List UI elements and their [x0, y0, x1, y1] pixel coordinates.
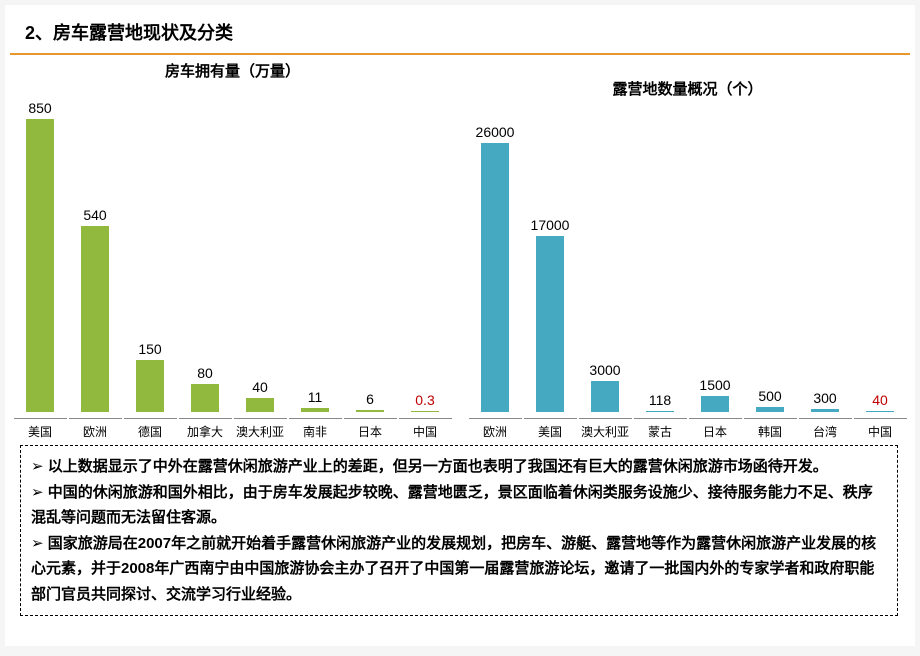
bar-column: 850 美国 — [14, 100, 67, 440]
bar-value-label: 540 — [83, 207, 106, 223]
bar-column: 150 德国 — [124, 341, 177, 440]
bar-value-label: 40 — [872, 392, 888, 408]
bar-rect — [536, 236, 564, 412]
bar-value-label: 1500 — [699, 377, 730, 393]
bar-rect — [411, 411, 439, 412]
bar-category-label: 加拿大 — [179, 418, 232, 440]
bar-rect — [301, 408, 329, 412]
bar-rect — [646, 411, 674, 412]
chart-left-title: 房车拥有量（万量） — [5, 60, 460, 81]
chart-left-area: 850 美国 540 欧洲 150 德国 80 加拿大 40 澳大利亚 11 南非 6 日本 0.3 中国 — [5, 100, 460, 440]
bullet-line: 中国的休闲旅游和国外相比，由于房车发展起步较晚、露营地匮乏，景区面临着休闲类服务… — [31, 480, 887, 531]
bar-value-label: 300 — [813, 390, 836, 406]
bar-column: 1500 日本 — [689, 377, 742, 440]
bar-rect — [481, 143, 509, 412]
bar-column: 0.3 中国 — [399, 392, 452, 440]
bar-value-label: 11 — [308, 389, 323, 405]
bar-column: 6 日本 — [344, 391, 397, 440]
bar-value-label: 118 — [649, 392, 671, 408]
bar-value-label: 500 — [758, 388, 781, 404]
bar-category-label: 德国 — [124, 418, 177, 440]
bar-rect — [246, 398, 274, 412]
bar-category-label: 中国 — [854, 418, 907, 440]
bar-category-label: 韩国 — [744, 418, 797, 440]
bar-column: 40 澳大利亚 — [234, 379, 287, 440]
slide: 2、房车露营地现状及分类 房车拥有量（万量） 850美国540欧洲150德国80… — [5, 5, 915, 646]
bar-category-label: 欧洲 — [69, 418, 122, 440]
bar-value-label: 3000 — [589, 362, 620, 378]
bar-rect — [191, 384, 219, 412]
bar-column: 17000 美国 — [524, 217, 577, 440]
bar-category-label: 日本 — [344, 418, 397, 440]
summary-text-box: 以上数据显示了中外在露营休闲旅游产业上的差距，但另一方面也表明了我国还有巨大的露… — [20, 445, 898, 616]
bar-category-label: 中国 — [399, 418, 452, 440]
bar-column: 80 加拿大 — [179, 365, 232, 440]
bar-category-label: 蒙古 — [634, 418, 687, 440]
bar-category-label: 台湾 — [799, 418, 852, 440]
bar-rect — [811, 409, 839, 412]
bar-value-label: 80 — [197, 365, 213, 381]
bar-column: 26000 欧洲 — [469, 124, 522, 440]
bar-column: 3000 澳大利亚 — [579, 362, 632, 440]
bar-column: 118 蒙古 — [634, 392, 687, 440]
bar-category-label: 美国 — [14, 418, 67, 440]
charts-row: 房车拥有量（万量） 850 美国 540 欧洲 150 德国 80 加拿大 40 澳大利亚 11 南非… — [5, 60, 915, 440]
bar-column: 540 欧洲 — [69, 207, 122, 440]
bar-value-label: 850 — [28, 100, 51, 116]
bar-column: 11 南非 — [289, 389, 342, 440]
bullet-line: 以上数据显示了中外在露营休闲旅游产业上的差距，但另一方面也表明了我国还有巨大的露… — [31, 454, 887, 480]
chart-right-area: 26000欧洲17000美国3000澳大利亚118蒙古1500日本500韩国30… — [460, 100, 915, 440]
bar-value-label: 40 — [252, 379, 268, 395]
bar-category-label: 日本 — [689, 418, 742, 440]
chart-right-title: 露营地数量概况（个） — [460, 78, 915, 99]
bar-rect — [81, 226, 109, 412]
bar-column: 500 韩国 — [744, 388, 797, 440]
page-title: 2、房车露营地现状及分类 — [25, 19, 233, 45]
bar-value-label: 150 — [138, 341, 161, 357]
bar-rect — [591, 381, 619, 412]
bar-rect — [701, 396, 729, 412]
bar-value-label: 6 — [366, 391, 374, 407]
bar-value-label: 0.3 — [415, 392, 434, 408]
bar-rect — [356, 410, 384, 412]
bar-category-label: 美国 — [524, 418, 577, 440]
bar-category-label: 南非 — [289, 418, 342, 440]
bar-value-label: 26000 — [476, 124, 515, 140]
bar-rect — [26, 119, 54, 412]
bar-category-label: 欧洲 — [469, 418, 522, 440]
bar-category-label: 澳大利亚 — [579, 418, 632, 440]
bar-rect — [756, 407, 784, 412]
chart-campsite-count: 露营地数量概况（个） 26000欧洲17000美国3000澳大利亚118蒙古15… — [460, 60, 915, 440]
bar-category-label: 澳大利亚 — [234, 418, 287, 440]
bar-rect — [866, 411, 894, 412]
bar-column: 40 中国 — [854, 392, 907, 440]
chart-rv-ownership: 房车拥有量（万量） 850 美国 540 欧洲 150 德国 80 加拿大 40 澳大利亚 11 南非… — [5, 60, 460, 440]
bullet-line: 国家旅游局在2007年之前就开始着手露营休闲旅游产业的发展规划，把房车、游艇、露… — [31, 531, 887, 608]
bar-rect — [136, 360, 164, 412]
accent-line — [10, 53, 910, 55]
bar-value-label: 17000 — [531, 217, 570, 233]
bar-column: 300 台湾 — [799, 390, 852, 440]
